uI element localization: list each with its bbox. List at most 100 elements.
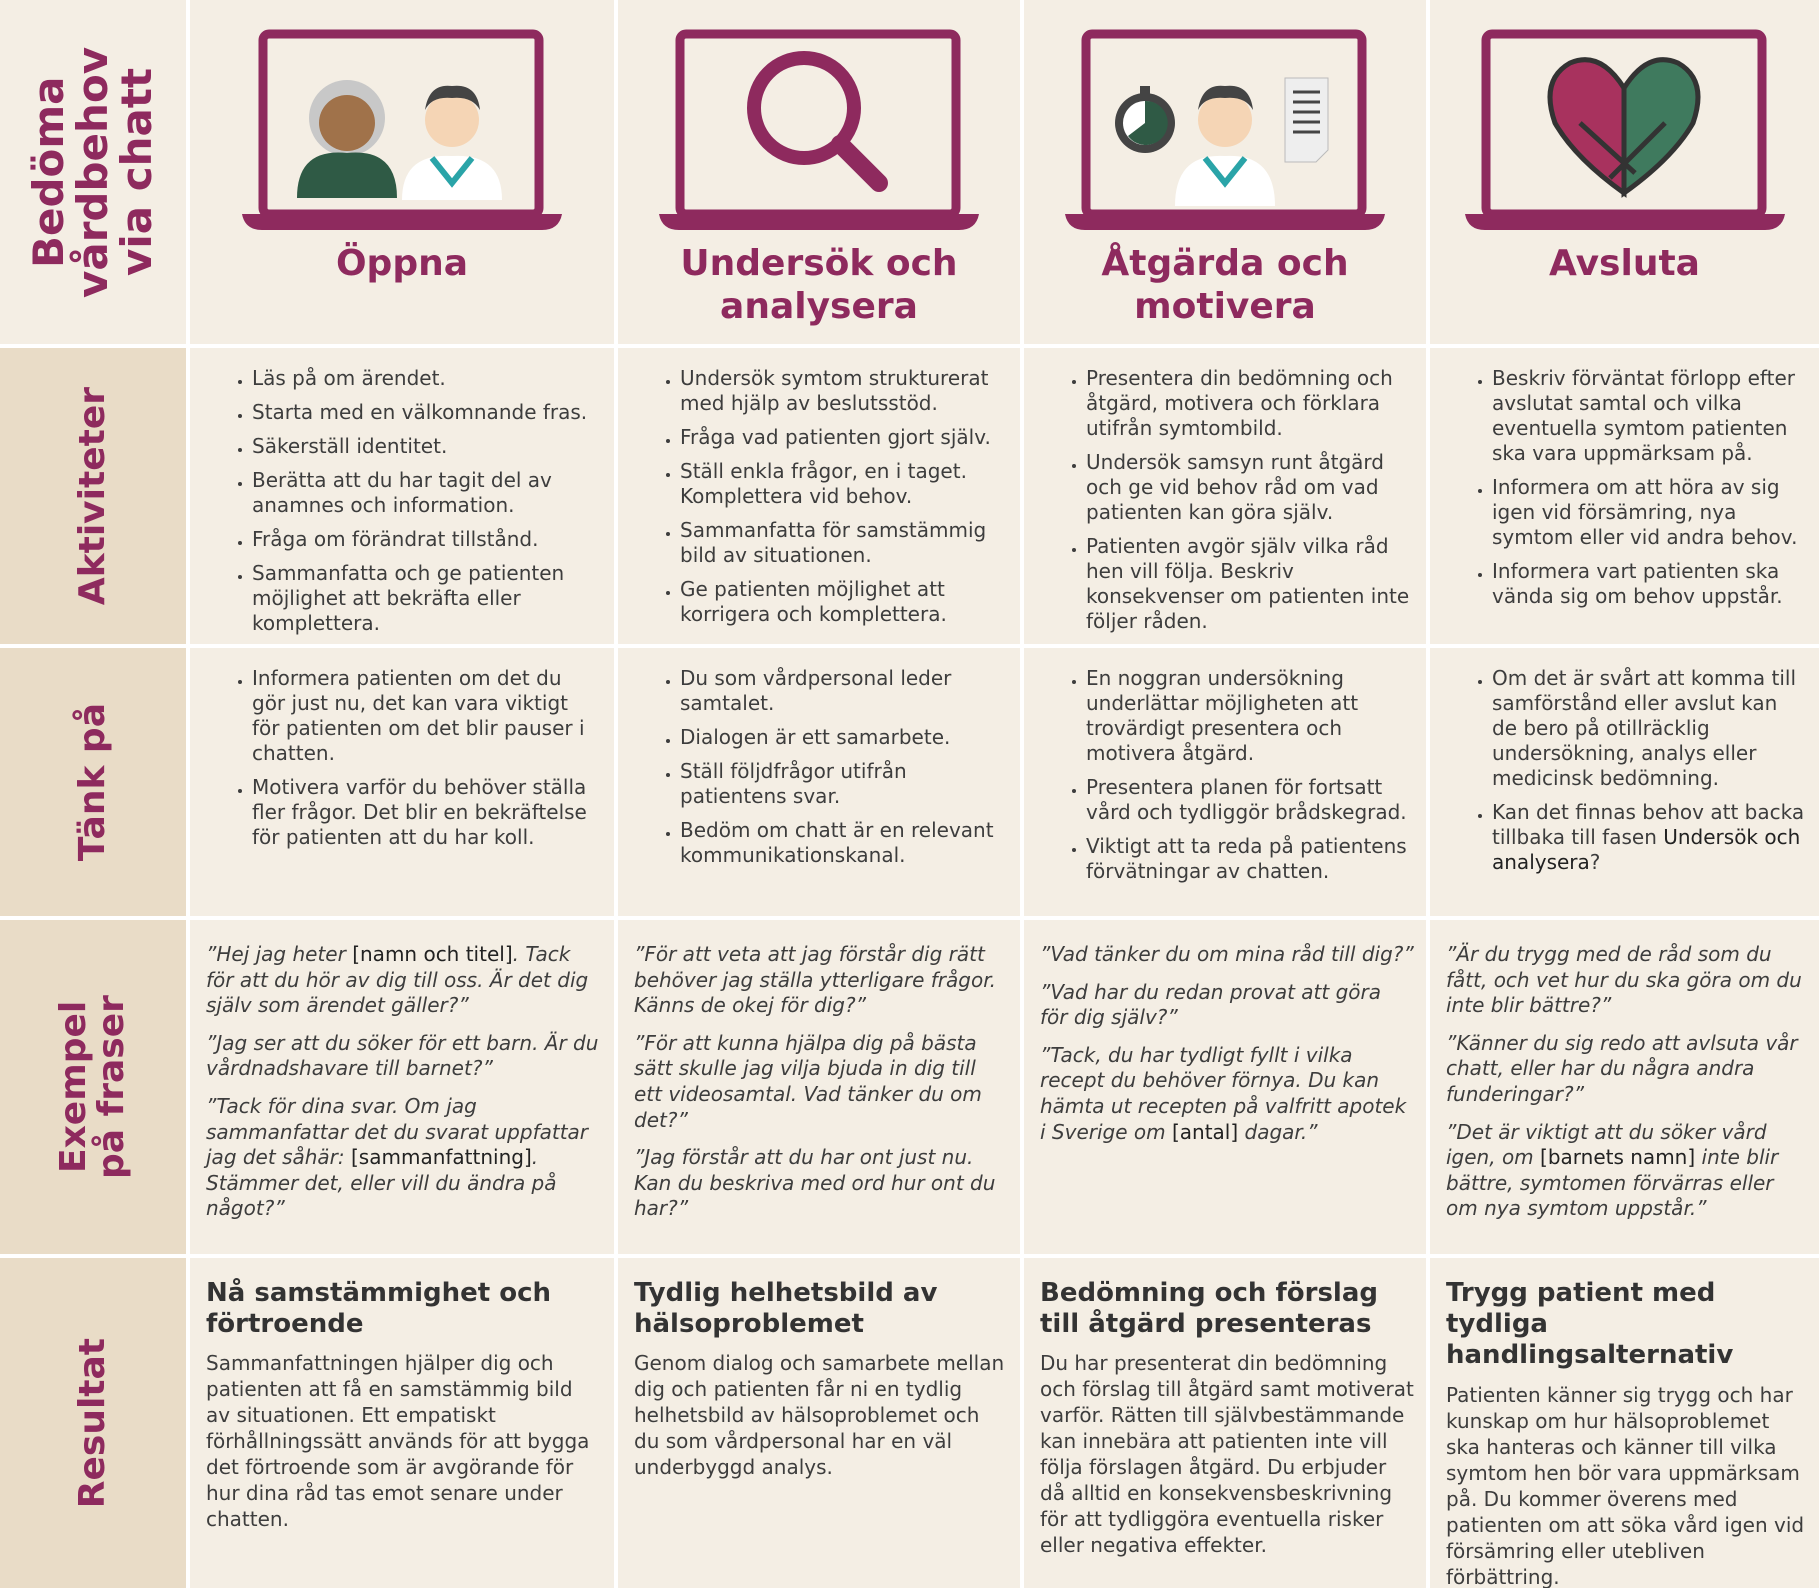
activities-cell: Beskriv förväntat förlopp efter avslutat… bbox=[1430, 348, 1819, 644]
example-phrase: ”Hej jag heter [namn och titel]. Tack fö… bbox=[206, 942, 602, 1019]
bullet-item: En noggran undersökning underlättar möjl… bbox=[1086, 666, 1412, 766]
phase-heading: Avsluta bbox=[1549, 243, 1700, 284]
result-cell: Bedömning och förslag till åtgärd presen… bbox=[1024, 1258, 1426, 1588]
bullet-item: Fråga om förändrat tillstånd. bbox=[252, 527, 600, 552]
emphasis: Undersök och analysera bbox=[1492, 825, 1801, 874]
bullet-item: Fråga vad patienten gjort själv. bbox=[680, 425, 1006, 450]
bullet-item: Om det är svårt att komma till samförstå… bbox=[1492, 666, 1805, 791]
think-list: Informera patienten om det du gör just n… bbox=[190, 648, 614, 850]
text-segment: dagar.” bbox=[1238, 1119, 1318, 1144]
bullet-item: Presentera planen för fortsatt vård och … bbox=[1086, 775, 1412, 825]
think-list: Om det är svårt att komma till samförstå… bbox=[1430, 648, 1819, 875]
text-segment: ”Är du trygg med de råd som du fått, och… bbox=[1446, 942, 1802, 1018]
bullet-item: Informera om att höra av sig igen vid fö… bbox=[1492, 475, 1805, 550]
phase-heading: Öppna bbox=[335, 243, 469, 284]
emphasis: [namn och titel] bbox=[352, 942, 513, 966]
bullet-item: Sammanfatta och ge patienten möjlighet a… bbox=[252, 561, 600, 636]
activities-list: Undersök symtom strukturerat med hjälp a… bbox=[618, 348, 1020, 627]
bullet-item: Starta med en välkomnande fras. bbox=[252, 400, 600, 425]
emphasis: [barnets namn] bbox=[1540, 1145, 1696, 1170]
example-phrase: ”För att veta att jag förstår dig rätt b… bbox=[634, 942, 1008, 1019]
activities-list: Läs på om ärendet. Starta med en välkomna… bbox=[190, 348, 614, 636]
row-label: Exempel på fraser bbox=[53, 995, 132, 1179]
emphasis: [antal] bbox=[1171, 1119, 1239, 1144]
bullet-item: Berätta att du har tagit del av anamnes … bbox=[252, 468, 600, 518]
activities-cell: Läs på om ärendet. Starta med en välkomna… bbox=[190, 348, 614, 644]
phase-header: Öppna bbox=[190, 0, 614, 344]
examples: ”För att veta att jag förstår dig rätt b… bbox=[618, 920, 1020, 1222]
laptop-icon bbox=[242, 29, 562, 230]
bullet-item: Ställ följdfrågor utifrån patientens sva… bbox=[680, 759, 1006, 809]
result-cell: Nå samstämmighet och förtroende Sammanfat… bbox=[190, 1258, 614, 1588]
result-cell: Tydlig helhetsbild av hälsoproblemet Geno… bbox=[618, 1258, 1020, 1588]
row-label: Aktiviteter bbox=[72, 386, 114, 606]
text-segment: ”Tack för dina svar. Om jag sammanfattar… bbox=[206, 1093, 589, 1170]
think-list: En noggran undersökning underlättar möjl… bbox=[1024, 648, 1426, 884]
result-text: Du har presenterat din bedömning och för… bbox=[1040, 1351, 1414, 1558]
phase-header: Åtgärda och motivera bbox=[1024, 0, 1426, 344]
bullet-item: Ställ enkla frågor, en i taget. Komplett… bbox=[680, 459, 1006, 509]
result-title: Tydlig helhetsbild av hälsoproblemet bbox=[634, 1278, 938, 1340]
text-segment: ”Det är viktigt att du söker vård igen, … bbox=[1446, 1119, 1767, 1170]
activities-list: Beskriv förväntat förlopp efter avslutat… bbox=[1430, 348, 1819, 609]
bullet-item: Motivera varför du behöver ställa fler f… bbox=[252, 775, 600, 850]
laptop-icon bbox=[1065, 29, 1385, 230]
activities-cell: Undersök symtom strukturerat med hjälp a… bbox=[618, 348, 1020, 644]
bullet-item: Kan det finnas behov att backa tillbaka … bbox=[1492, 800, 1805, 875]
bullet-item: Undersök samsyn runt åtgärd och ge vid b… bbox=[1086, 450, 1412, 525]
result-cell: Trygg patient med tydliga handlingsalter… bbox=[1430, 1258, 1819, 1588]
emphasis: [sammanfattning] bbox=[351, 1145, 532, 1170]
bullet-item: Ge patienten möjlighet att korrigera och… bbox=[680, 577, 1006, 627]
result-text: Sammanfattningen hjälper dig och patient… bbox=[206, 1351, 590, 1532]
bullet-item: Du som vårdpersonal leder samtalet. bbox=[680, 666, 1006, 716]
text-segment: ”För att kunna hjälpa dig på bästa sätt … bbox=[634, 1030, 982, 1132]
bullet-item: Informera patienten om det du gör just n… bbox=[252, 666, 600, 766]
phase-header: Avsluta bbox=[1430, 0, 1819, 344]
text-segment: . Tack för att du hör av dig till oss. Ä… bbox=[206, 942, 589, 1018]
laptop-icon bbox=[1464, 29, 1785, 230]
text-segment: ”För att veta att jag förstår dig rätt b… bbox=[634, 942, 996, 1018]
example-phrase: ”Jag förstår att du har ont just nu. Kan… bbox=[634, 1145, 1008, 1222]
text-segment: ”Jag förstår att du har ont just nu. Kan… bbox=[634, 1145, 996, 1221]
title: Bedöma vårdbehov via chatt bbox=[23, 46, 162, 298]
examples-cell: ”För att veta att jag förstår dig rätt b… bbox=[618, 920, 1020, 1254]
bullet-item: Säkerställ identitet. bbox=[252, 434, 600, 459]
text-segment: inte blir bättre, symtomen förvärras ell… bbox=[1446, 1145, 1779, 1221]
example-phrase: ”Det är viktigt att du söker vård igen, … bbox=[1446, 1120, 1807, 1222]
think-cell: Du som vårdpersonal leder samtalet. Dialo… bbox=[618, 648, 1020, 916]
activities-cell: Presentera din bedömning och åtgärd, mot… bbox=[1024, 348, 1426, 644]
text-segment: ”Tack, du har tydligt fyllt i vilka rece… bbox=[1040, 1042, 1407, 1144]
text-segment: Kan det finnas behov att backa tillbaka … bbox=[1492, 800, 1805, 849]
example-phrase: ”Jag ser att du söker för ett barn. Är d… bbox=[206, 1031, 602, 1082]
bullet-item: Läs på om ärendet. bbox=[252, 366, 600, 391]
row-label-cell: Tänk på bbox=[0, 648, 186, 916]
bullet-item: Bedöm om chatt är en relevant kommunikat… bbox=[680, 818, 1006, 868]
example-phrase: ”Är du trygg med de råd som du fått, och… bbox=[1446, 942, 1807, 1019]
result: Nå samstämmighet och förtroende Sammanfat… bbox=[190, 1258, 614, 1532]
result-title: Bedömning och förslag till åtgärd presen… bbox=[1040, 1278, 1378, 1340]
example-phrase: ”Tack, du har tydligt fyllt i vilka rece… bbox=[1040, 1043, 1414, 1145]
examples-cell: ”Hej jag heter [namn och titel]. Tack fö… bbox=[190, 920, 614, 1254]
row-label: Tänk på bbox=[72, 702, 114, 862]
think-list: Du som vårdpersonal leder samtalet. Dialo… bbox=[618, 648, 1020, 868]
text-segment: ”Jag ser att du söker för ett barn. Är d… bbox=[206, 1030, 599, 1081]
text-segment: ? bbox=[1589, 850, 1601, 874]
examples-cell: ”Är du trygg med de råd som du fått, och… bbox=[1430, 920, 1819, 1254]
example-phrase: ”Tack för dina svar. Om jag sammanfattar… bbox=[206, 1094, 602, 1222]
examples: ”Hej jag heter [namn och titel]. Tack fö… bbox=[190, 920, 614, 1222]
bullet-item: Informera vart patienten ska vända sig o… bbox=[1492, 559, 1805, 609]
bullet-item: Beskriv förväntat förlopp efter avslutat… bbox=[1492, 366, 1805, 466]
result: Bedömning och förslag till åtgärd presen… bbox=[1024, 1258, 1426, 1558]
bullet-item: Dialogen är ett samarbete. bbox=[680, 725, 1006, 750]
bullet-item: Presentera din bedömning och åtgärd, mot… bbox=[1086, 366, 1412, 441]
example-phrase: ”Vad tänker du om mina råd till dig?” bbox=[1040, 942, 1414, 968]
think-cell: Informera patienten om det du gör just n… bbox=[190, 648, 614, 916]
example-phrase: ”Känner du sig redo att avlsuta vår chat… bbox=[1446, 1031, 1807, 1108]
text-segment: ”Vad har du redan provat att göra för di… bbox=[1040, 979, 1381, 1030]
think-cell: Om det är svårt att komma till samförstå… bbox=[1430, 648, 1819, 916]
example-phrase: ”Vad har du redan provat att göra för di… bbox=[1040, 980, 1414, 1031]
examples: ”Är du trygg med de råd som du fått, och… bbox=[1430, 920, 1819, 1222]
text-segment: . Stämmer det, eller vill du ändra på nå… bbox=[206, 1145, 557, 1221]
text-segment: ”Hej jag heter bbox=[206, 942, 353, 966]
